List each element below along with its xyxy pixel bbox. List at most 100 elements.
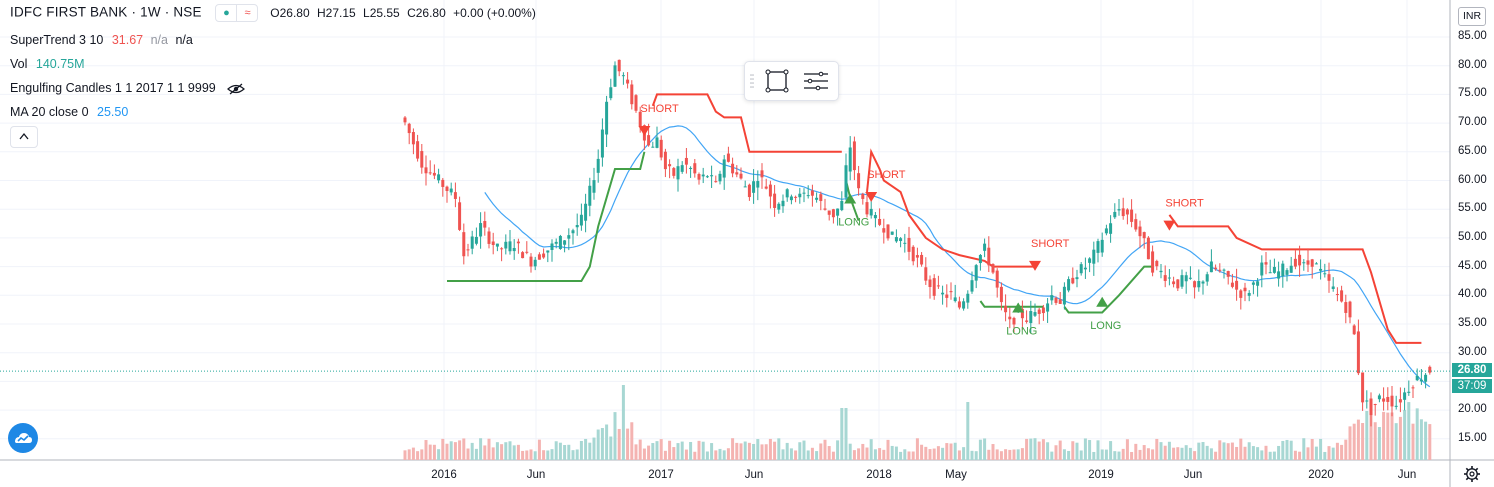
volume-bar xyxy=(1155,438,1159,460)
candle-body xyxy=(1025,320,1029,322)
volume-bar xyxy=(878,448,882,460)
candle-body xyxy=(1289,265,1293,273)
volume-bar xyxy=(588,442,592,460)
candle-body xyxy=(672,168,676,176)
volume-bar xyxy=(437,449,441,460)
volume-bar xyxy=(1184,445,1188,460)
volume-bar xyxy=(676,443,680,460)
volume-bar xyxy=(420,449,424,460)
legend-supertrend[interactable]: SuperTrend 3 10 31.67 n/a n/a xyxy=(10,33,193,47)
currency-badge[interactable]: INR xyxy=(1458,7,1486,26)
volume-bar xyxy=(1340,444,1344,460)
candle-body xyxy=(474,236,478,244)
volume-bar xyxy=(474,448,478,460)
volume-bar xyxy=(1335,442,1339,460)
volume-bar xyxy=(605,424,609,460)
candle-body xyxy=(533,259,537,267)
volume-bar xyxy=(857,448,861,460)
volume-bar xyxy=(701,441,705,460)
volume-bar xyxy=(836,440,840,460)
compare-wave-icon[interactable]: ≈ xyxy=(236,5,257,21)
short-signal-arrow xyxy=(1163,220,1176,231)
volume-bar xyxy=(1067,450,1071,460)
volume-bar xyxy=(1016,449,1020,460)
candle-body xyxy=(449,188,453,193)
candle-body xyxy=(516,241,520,244)
candle-body xyxy=(962,301,966,309)
volume-bar xyxy=(550,449,554,460)
volume-bar xyxy=(1180,447,1184,460)
volume-bar xyxy=(1344,439,1348,460)
legend-volume[interactable]: Vol 140.75M xyxy=(10,57,85,71)
legend-engulfing[interactable]: Engulfing Candles 1 1 2017 1 1 9999 xyxy=(10,80,246,96)
volume-bar xyxy=(1096,440,1100,460)
volume-bar xyxy=(768,438,772,460)
settings-lines-icon[interactable] xyxy=(801,68,831,94)
price-tick-label: 35.00 xyxy=(1458,317,1487,329)
candle-body xyxy=(1302,262,1306,264)
supertrend-line xyxy=(447,151,646,282)
tradingview-logo[interactable] xyxy=(8,423,38,453)
symbol-title[interactable]: IDFC FIRST BANK · 1W · NSE xyxy=(10,4,202,20)
candle-body xyxy=(924,267,928,281)
volume-bar xyxy=(491,447,495,460)
candle-body xyxy=(1214,267,1218,269)
volume-bar xyxy=(735,442,739,460)
volume-bar xyxy=(1369,413,1373,460)
candle-body xyxy=(584,203,588,221)
volume-bar xyxy=(1319,438,1323,460)
legend-ma[interactable]: MA 20 close 0 25.50 xyxy=(10,105,129,119)
volume-bar xyxy=(932,448,936,460)
volume-bar xyxy=(941,447,945,460)
candle-body xyxy=(416,141,420,159)
volume-bar xyxy=(693,451,697,460)
candle-body xyxy=(945,294,949,298)
collapse-legend-button[interactable] xyxy=(10,126,38,148)
candle-body xyxy=(1046,303,1050,312)
candle-body xyxy=(1272,266,1276,273)
candle-body xyxy=(550,243,554,250)
candle-body xyxy=(1348,301,1352,318)
candle-body xyxy=(1411,387,1415,389)
rectangle-tool-icon[interactable] xyxy=(763,68,791,94)
visibility-dot-icon[interactable]: ● xyxy=(223,7,230,19)
gear-icon[interactable] xyxy=(1463,465,1481,483)
volume-bar xyxy=(1356,419,1360,460)
volume-bar xyxy=(1243,446,1247,460)
volume-bar xyxy=(1394,423,1398,460)
eye-hidden-icon[interactable] xyxy=(227,83,246,95)
candle-body xyxy=(798,193,802,198)
candle-body xyxy=(978,254,982,264)
candle-body xyxy=(668,164,672,167)
volume-bar xyxy=(1365,410,1369,460)
volume-bar xyxy=(672,447,676,460)
candle-body xyxy=(836,208,840,216)
volume-bar xyxy=(1121,448,1125,460)
candle-body xyxy=(609,87,613,99)
volume-bar xyxy=(1310,438,1314,460)
candle-body xyxy=(1167,277,1171,279)
candle-body xyxy=(1394,405,1398,407)
volume-bar xyxy=(411,447,415,460)
candle-body xyxy=(546,250,550,253)
volume-bar xyxy=(668,440,672,460)
volume-bar xyxy=(873,449,877,460)
candle-body xyxy=(1113,211,1117,218)
candle-body xyxy=(655,137,659,148)
candle-body xyxy=(1277,271,1281,279)
volume-bar xyxy=(563,445,567,460)
candle-body xyxy=(575,224,579,228)
volume-bar xyxy=(823,439,827,460)
volume-bar xyxy=(1226,443,1230,460)
volume-bar xyxy=(546,450,550,460)
drag-handle-icon[interactable] xyxy=(750,73,754,89)
volume-bar xyxy=(642,448,646,460)
candle-body xyxy=(1419,379,1423,382)
candle-body xyxy=(1125,209,1129,215)
candle-body xyxy=(861,193,865,199)
volume-bar xyxy=(1428,424,1432,460)
volume-bar xyxy=(953,442,957,460)
volume-bar xyxy=(1071,441,1075,460)
volume-bar xyxy=(453,442,457,460)
